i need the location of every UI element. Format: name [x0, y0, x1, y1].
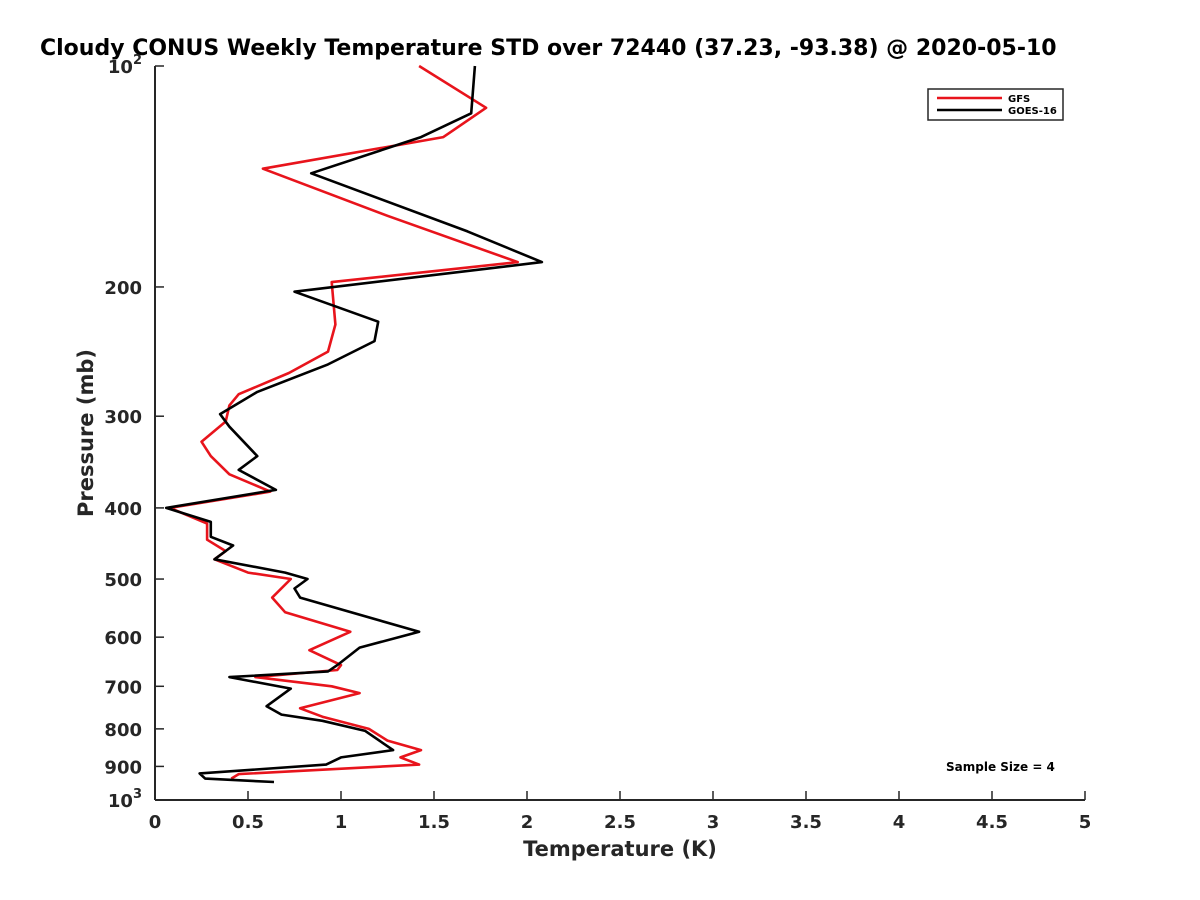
y-tick-base: 10 — [108, 57, 133, 78]
x-tick-label: 0.5 — [232, 812, 264, 833]
x-tick-label: 1 — [335, 812, 348, 833]
y-tick-exponent: 2 — [133, 53, 142, 68]
x-tick-label: 4 — [893, 812, 906, 833]
legend-label-goes16: GOES-16 — [1008, 106, 1057, 117]
x-axis-label: Temperature (K) — [523, 837, 717, 861]
legend: GFS GOES-16 — [927, 88, 1064, 121]
x-tick-label: 1.5 — [418, 812, 450, 833]
y-tick-base: 10 — [108, 791, 133, 812]
y-tick-label: 300 — [104, 407, 142, 428]
x-tick-label: 4.5 — [976, 812, 1008, 833]
y-tick-label: 500 — [104, 570, 142, 591]
y-tick-label: 600 — [104, 628, 142, 649]
y-tick-label: 103 — [108, 787, 142, 812]
y-tick-label: 200 — [104, 278, 142, 299]
x-tick-label: 3.5 — [790, 812, 822, 833]
x-tick-label: 3 — [707, 812, 720, 833]
series-line-goes16 — [164, 65, 544, 784]
chart-title: Cloudy CONUS Weekly Temperature STD over… — [40, 36, 1057, 61]
y-tick-label: 400 — [104, 499, 142, 520]
x-tick-label: 2.5 — [604, 812, 636, 833]
series-group — [164, 64, 544, 784]
x-tick-label: 0 — [149, 812, 162, 833]
y-axis-label: Pressure (mb) — [74, 349, 98, 517]
legend-label-gfs: GFS — [1008, 94, 1030, 105]
y-tick-label: 900 — [104, 757, 142, 778]
x-tick-label: 2 — [521, 812, 534, 833]
sample-size-annotation: Sample Size = 4 — [946, 760, 1055, 774]
y-tick-exponent: 3 — [133, 787, 142, 802]
y-tick-label: 800 — [104, 720, 142, 741]
y-tick-label: 102 — [108, 53, 142, 78]
x-ticks: 0 0.5 1 1.5 2 2.5 3 3.5 4 4.5 5 — [149, 791, 1092, 833]
legend-box — [927, 88, 1064, 121]
x-tick-label: 5 — [1079, 812, 1092, 833]
y-tick-label: 700 — [104, 677, 142, 698]
